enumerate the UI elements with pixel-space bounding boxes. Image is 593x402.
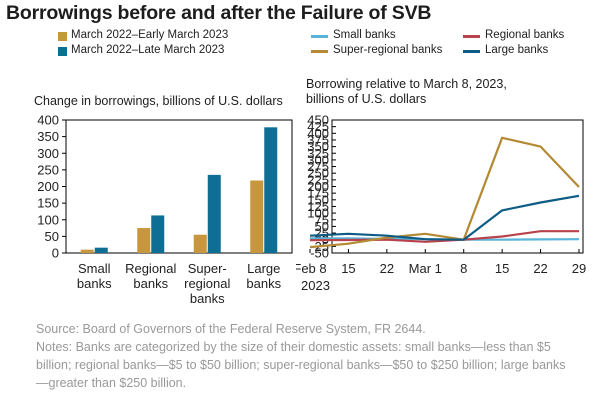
line-series-super: [309, 136, 580, 249]
bar-y-tick-label: 0: [52, 246, 59, 261]
bar-late-2: [207, 174, 221, 253]
line-chart: -50-250255075100125150175200225250275300…: [296, 113, 586, 294]
bar-x-tick-label: banks: [246, 276, 281, 291]
chart-title: Borrowings before and after the Failure …: [6, 2, 432, 24]
line-legend-swatch-small: [311, 35, 328, 38]
line-x-tick-label: 15: [495, 261, 509, 276]
bar-early-0: [80, 249, 94, 253]
line-y-tick-label: 150: [307, 192, 329, 207]
bar-late-0: [94, 247, 108, 253]
line-y-tick-label: 100: [307, 206, 329, 221]
line-x-tick-label: Feb 8: [296, 261, 327, 276]
line-y-tick-label: 25: [315, 226, 329, 241]
line-x-year-label: 2023: [301, 278, 330, 293]
line-y-tick-label: 375: [307, 132, 329, 147]
line-chart-subtitle-line2: billions of U.S. dollars: [306, 92, 427, 106]
line-y-tick-label: 350: [307, 139, 329, 154]
bar-legend-item-early: March 2022–Early March 2023: [58, 29, 278, 44]
bar-legend-item-late: March 2022–Late March 2023: [58, 44, 278, 59]
line-y-tick-label: 125: [307, 199, 329, 214]
line-legend-item-super: Super-regional banks: [311, 44, 461, 59]
line-y-tick-label: 425: [307, 119, 329, 134]
line-legend-label-regional: Regional banks: [485, 29, 565, 41]
bar-chart: 050100150200250300350400SmallbanksRegion…: [37, 113, 293, 306]
bar-early-1: [137, 228, 151, 253]
line-legend-swatch-large: [463, 50, 480, 53]
line-y-tick-label: 250: [307, 166, 329, 181]
bar-y-tick-label: 100: [37, 212, 59, 227]
bar-y-tick-label: 250: [37, 162, 59, 177]
line-legend-swatch-super: [311, 50, 328, 53]
bar-early-3: [250, 180, 264, 253]
line-legend-item-regional: Regional banks: [463, 29, 593, 44]
line-series-large: [309, 194, 580, 241]
line-y-tick-label: 450: [307, 113, 329, 128]
line-legend-swatch-regional: [463, 35, 480, 38]
line-y-tick-label: 225: [307, 172, 329, 187]
line-x-tick-label: 22: [533, 261, 547, 276]
line-x-tick-label: 15: [341, 261, 355, 276]
notes: Notes: Banks are categorized by the size…: [36, 340, 566, 390]
line-legend-item-large: Large banks: [463, 44, 593, 59]
line-x-tick-label: 29: [572, 261, 586, 276]
bar-x-tick-label: banks: [133, 276, 168, 291]
bar-y-tick-label: 300: [37, 146, 59, 161]
line-x-tick-label: Mar 1: [409, 261, 442, 276]
bar-y-tick-label: 50: [45, 229, 59, 244]
bar-y-tick-label: 200: [37, 179, 59, 194]
source-note: Source: Board of Governors of the Federa…: [36, 322, 426, 336]
bar-x-tick-label: banks: [77, 276, 112, 291]
line-legend: Small banks Regional banks Super-regiona…: [311, 29, 591, 61]
bar-y-tick-label: 400: [37, 113, 59, 128]
line-plot-frame: [331, 119, 584, 254]
line-x-tick-label: 22: [380, 261, 394, 276]
line-chart-subtitle-line1: Borrowing relative to March 8, 2023,: [306, 77, 507, 91]
line-legend-label-small: Small banks: [333, 29, 396, 41]
bar-y-tick-label: 150: [37, 196, 59, 211]
line-legend-item-small: Small banks: [311, 29, 461, 44]
bar-legend-label-early: March 2022–Early March 2023: [71, 29, 229, 41]
line-legend-label-large: Large banks: [485, 44, 549, 56]
line-y-tick-label: 275: [307, 159, 329, 174]
line-legend-label-super: Super-regional banks: [333, 44, 443, 56]
line-y-tick-label: -50: [310, 246, 329, 261]
bar-legend-label-late: March 2022–Late March 2023: [71, 44, 225, 56]
bar-late-3: [264, 127, 278, 253]
bar-x-tick-label: Large: [247, 261, 280, 276]
bar-late-1: [151, 215, 165, 253]
line-y-tick-label: 50: [315, 219, 329, 234]
bar-x-tick-label: banks: [190, 291, 225, 306]
line-y-tick-label: 325: [307, 146, 329, 161]
bar-x-tick-label: Regional: [125, 261, 176, 276]
bar-legend-swatch-late: [58, 47, 67, 56]
bar-chart-subtitle: Change in borrowings, billions of U.S. d…: [34, 94, 283, 108]
line-y-tick-label: 175: [307, 186, 329, 201]
line-y-tick-label: 75: [315, 212, 329, 227]
bar-x-tick-label: Super-: [188, 261, 227, 276]
line-y-tick-label: 300: [307, 152, 329, 167]
line-series-regional: [309, 230, 579, 243]
bar-x-tick-label: Small: [78, 261, 111, 276]
bar-x-tick-label: regional: [184, 276, 230, 291]
line-x-tick-label: 8: [460, 261, 467, 276]
bar-y-tick-label: 350: [37, 129, 59, 144]
line-y-tick-label: 200: [307, 179, 329, 194]
bar-legend-swatch-early: [58, 32, 67, 41]
bar-early-2: [193, 234, 207, 253]
line-y-tick-label: 400: [307, 126, 329, 141]
